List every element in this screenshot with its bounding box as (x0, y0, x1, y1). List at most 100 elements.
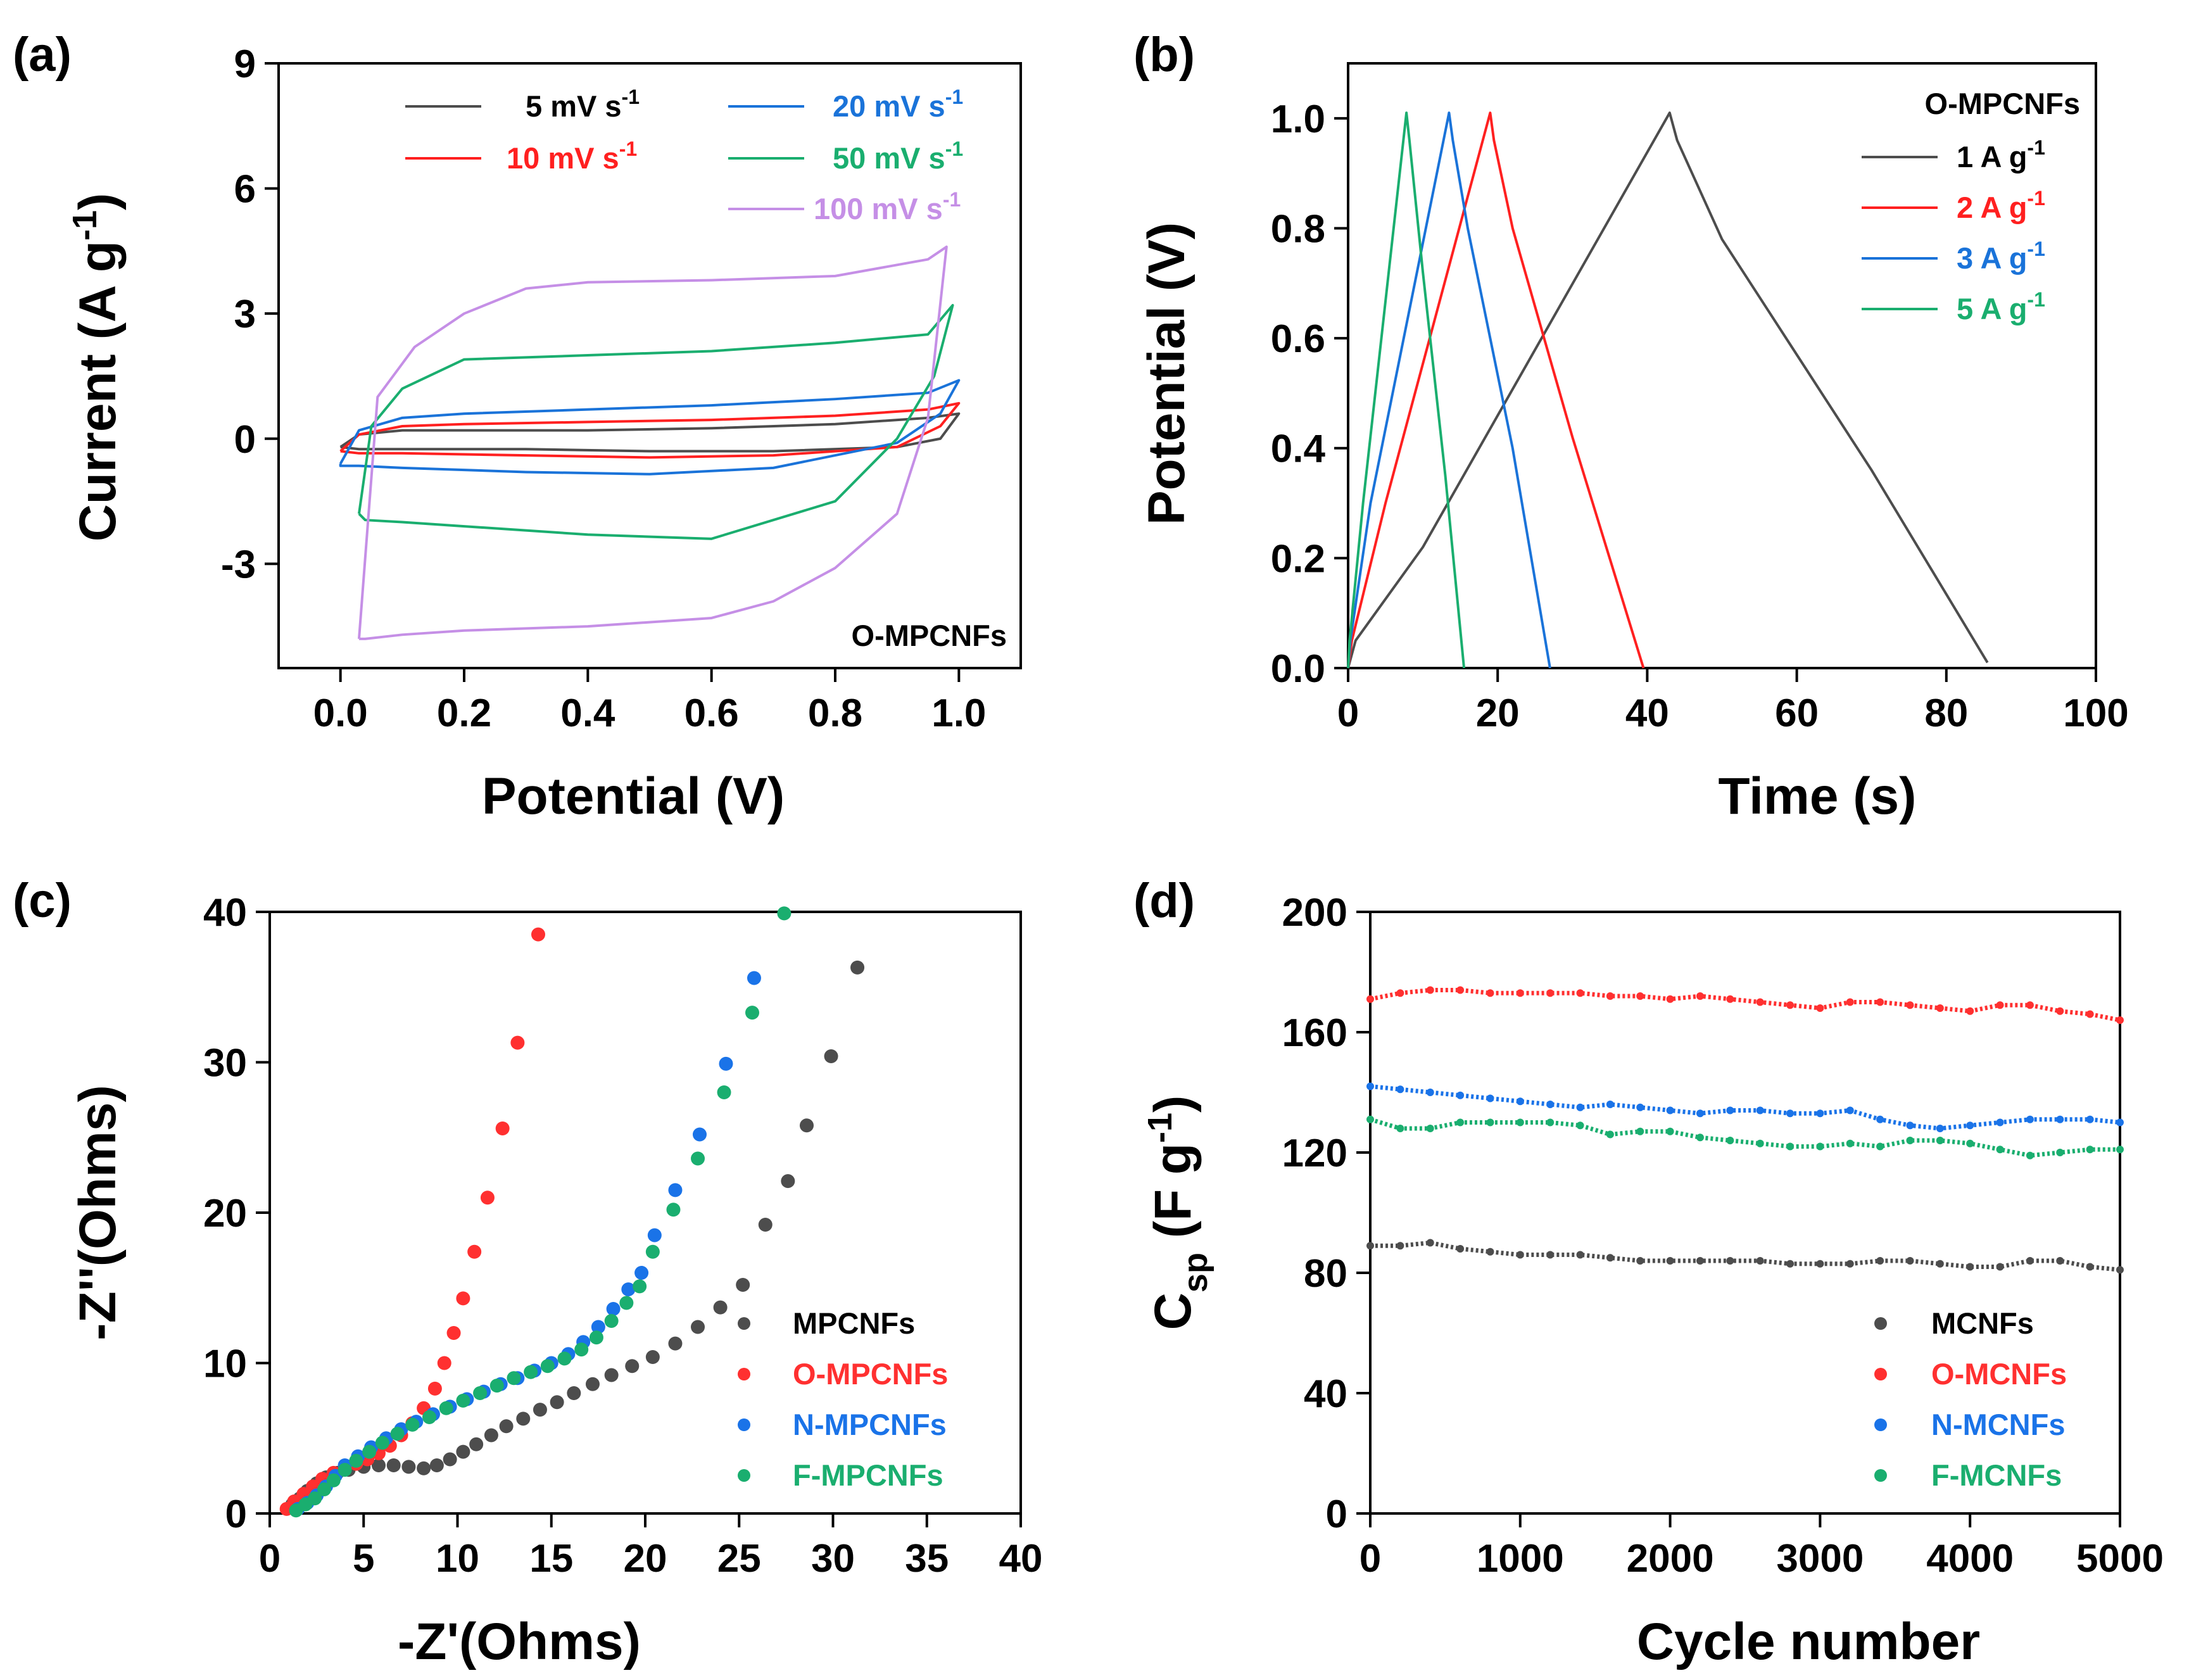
cycling-point (1846, 1260, 1854, 1268)
cycling-point (1996, 1263, 2004, 1271)
nyquist-point (713, 1300, 728, 1315)
cycling-point (2026, 1001, 2034, 1009)
cycling-point (1576, 1103, 1584, 1111)
cycling-point (1516, 1251, 1524, 1259)
nyquist-point (429, 1458, 444, 1472)
nyquist-point (524, 1365, 538, 1379)
cv-curve (339, 412, 961, 453)
cycling-point (1696, 992, 1704, 1000)
cycling-point (1966, 1121, 1974, 1130)
panel-c-y-tick-label: 20 (203, 1192, 247, 1235)
cycling-point (1396, 1242, 1404, 1250)
nyquist-point (531, 927, 545, 942)
cycling-point (1786, 1109, 1795, 1118)
cycling-point (1726, 1106, 1734, 1115)
nyquist-point (585, 1377, 600, 1391)
panel-c-x-tick-label: 25 (717, 1537, 761, 1581)
cycling-point (2116, 1146, 2124, 1154)
panel-c-x-tick-label: 35 (905, 1537, 949, 1581)
cycling-point (1666, 1127, 1674, 1135)
panel-d-x-tick-label: 0 (1359, 1537, 1381, 1581)
panel-a-legend-label: 10 mV s-1 (507, 137, 637, 175)
cycling-point (1876, 1115, 1884, 1123)
nyquist-point (456, 1393, 470, 1408)
nyquist-point (850, 960, 865, 975)
nyquist-point (371, 1458, 386, 1472)
cycling-point (1996, 1118, 2004, 1127)
nyquist-point (337, 1463, 352, 1477)
panel-d-legend-marker (1874, 1418, 1887, 1431)
cycling-point (1726, 995, 1734, 1003)
cycling-point (1936, 1004, 1944, 1012)
nyquist-point (326, 1473, 341, 1487)
cv-curve (357, 304, 954, 540)
panel-a-legend-label: 100 mV s-1 (814, 188, 961, 225)
nyquist-point (606, 1302, 621, 1316)
nyquist-point (668, 1183, 683, 1197)
panel-d-legend-label: F-MCNFs (1931, 1458, 2062, 1492)
nyquist-point (634, 1266, 649, 1280)
cycling-point (1516, 1118, 1524, 1127)
panel-c-x-tick-label: 30 (811, 1537, 855, 1581)
nyquist-point (668, 1336, 683, 1351)
nyquist-point (745, 1006, 760, 1020)
cycling-point (1486, 1094, 1494, 1102)
cycling-point (1786, 1001, 1795, 1009)
panel-a-sample-annotation: O-MPCNFs (852, 619, 1007, 652)
nyquist-point (467, 1244, 482, 1259)
nyquist-point (469, 1437, 484, 1451)
nyquist-point (691, 1320, 705, 1334)
cycling-point (1756, 1257, 1764, 1265)
cycling-point (1366, 995, 1374, 1003)
nyquist-point (550, 1395, 564, 1410)
cycling-point (1876, 1257, 1884, 1265)
panel-b-x-tick-label: 40 (1625, 692, 1669, 735)
cycling-point (1456, 986, 1465, 994)
cycling-trace (1369, 1117, 2120, 1158)
panel-d-x-tick-label: 5000 (2076, 1537, 2164, 1581)
cycling-point (2026, 1115, 2034, 1123)
cycling-point (1876, 1142, 1884, 1151)
gcd-curve (1347, 111, 1989, 669)
nyquist-point (443, 1452, 457, 1467)
cycling-point (1636, 1103, 1644, 1111)
panel-c-x-tick-label: 40 (999, 1537, 1043, 1581)
gcd-curve (1347, 111, 1551, 669)
cycling-point (1816, 1004, 1824, 1012)
cycling-point (2116, 1016, 2124, 1024)
panel-a-cv-chart: 0.0 0.2 0.4 0.6 0.8 1.0 -3 0 3 6 9 5 mV s-1 10 mV s-… (221, 42, 1022, 735)
cycling-point (1786, 1142, 1795, 1151)
panel-c-legend-marker (738, 1418, 750, 1431)
nyquist-point (647, 1228, 662, 1242)
cycling-point (1456, 1118, 1465, 1127)
panel-c-x-tick-label: 0 (259, 1537, 281, 1581)
nyquist-point (317, 1482, 331, 1496)
nyquist-point (308, 1491, 322, 1506)
panel-b-x-tick-label: 100 (2063, 692, 2128, 735)
nyquist-point (719, 1056, 733, 1071)
cycling-point (1516, 989, 1524, 997)
panel-a-x-tick-label: 0.6 (684, 692, 739, 735)
nyquist-point (489, 1379, 504, 1393)
nyquist-point (540, 1359, 555, 1374)
nyquist-point (473, 1386, 488, 1400)
cycling-point (1546, 989, 1555, 997)
panel-c-x-axis-title: -Z'(Ohms) (398, 1613, 641, 1671)
panel-a-plot-frame (277, 62, 1022, 669)
panel-a-legend-label: 20 mV s-1 (833, 85, 963, 123)
nyquist-point (777, 906, 792, 921)
panel-a-y-tick-label: 3 (234, 293, 256, 336)
cycling-trace (1370, 1084, 2121, 1131)
panel-d-y-tick-label: 120 (1282, 1132, 1347, 1175)
cycling-point (1696, 1257, 1704, 1265)
cycling-point (1606, 1254, 1614, 1262)
cv-curve (339, 379, 961, 476)
cycling-point (2116, 1118, 2124, 1127)
panel-c-y-tick-label: 10 (203, 1342, 247, 1386)
nyquist-point (401, 1460, 416, 1474)
nyquist-point (621, 1282, 636, 1297)
cycling-point (1966, 1139, 1974, 1147)
cycling-point (1756, 998, 1764, 1006)
nyquist-point (692, 1127, 707, 1142)
